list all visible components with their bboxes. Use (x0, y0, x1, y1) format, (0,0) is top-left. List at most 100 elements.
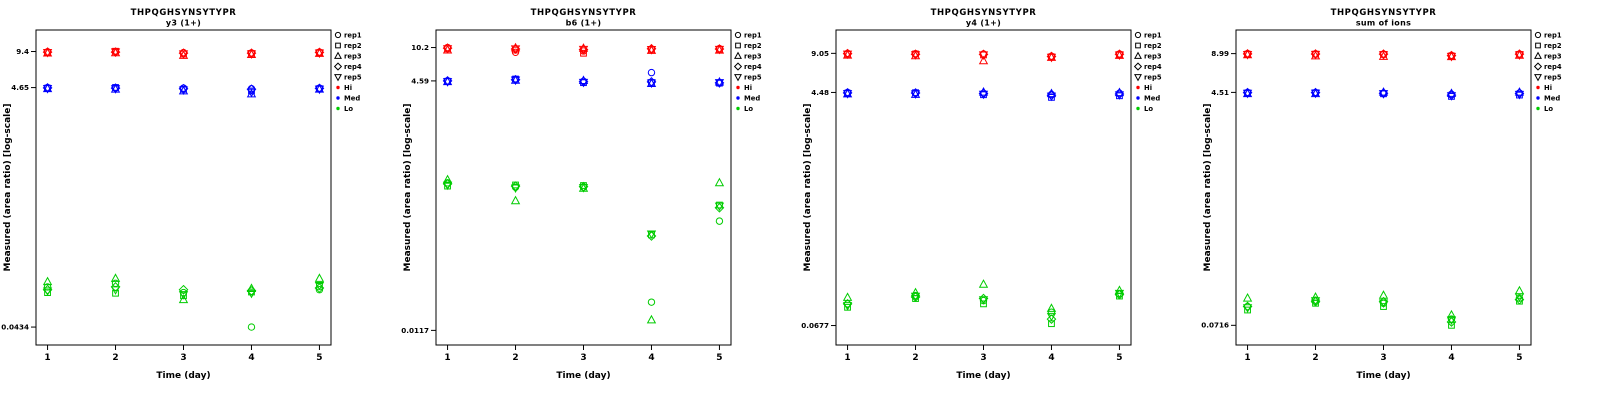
data-point (1135, 42, 1141, 49)
data-point (978, 55, 989, 65)
data-point (246, 88, 257, 98)
data-point (110, 282, 121, 292)
x-tick-label: 4 (1448, 353, 1454, 363)
data-point (646, 231, 657, 241)
legend: rep1 rep2 rep3 rep4 rep5 Hi Med Lo (1533, 31, 1562, 113)
data-point (714, 202, 725, 212)
data-point (1378, 299, 1389, 308)
legend-group-label: Lo (344, 105, 353, 113)
legend-rep-label: rep4 (1144, 63, 1162, 71)
data-point (314, 49, 325, 59)
x-tick-label: 4 (1048, 353, 1054, 363)
data-point (910, 292, 921, 302)
data-point (1514, 90, 1525, 100)
data-point (334, 74, 342, 82)
data-point (1446, 317, 1457, 327)
data-point (978, 279, 989, 288)
data-point (578, 184, 589, 193)
y-tick-label: 10.2 (411, 43, 429, 52)
y-axis: 8.99 4.51 0.0716 (1201, 49, 1236, 330)
x-tick-label: 3 (180, 353, 186, 363)
chart-subtitle: y3 (1+) (166, 19, 201, 28)
data-point (314, 85, 325, 95)
y-axis-title: Measured (area ratio) [log-scale] (403, 104, 413, 272)
legend-group-label: Med (744, 94, 760, 102)
data-point (1136, 85, 1140, 90)
data-point (647, 68, 656, 77)
legend-rep-label: rep2 (344, 42, 362, 50)
data-point (1534, 74, 1542, 82)
data-point (910, 287, 921, 297)
x-axis: 1 2 3 4 5 (444, 345, 723, 363)
chart-subtitle: sum of ions (1356, 19, 1411, 28)
x-tick-label: 3 (580, 353, 586, 363)
points (1242, 48, 1525, 329)
data-point (646, 230, 657, 240)
data-point (1533, 62, 1543, 71)
data-point (1310, 89, 1321, 99)
x-tick-label: 5 (716, 353, 722, 363)
data-point (1536, 85, 1540, 90)
x-tick-label: 1 (44, 353, 50, 363)
data-point (646, 46, 657, 55)
subplot-y3-1-: THPQGHSYNSYTYPR y3 (1+) 9.4 4.65 0.0434 1 2 3 4 5… (0, 0, 400, 400)
legend-rep-label: rep4 (344, 63, 362, 71)
data-point (335, 42, 341, 49)
y-axis-title: Measured (area ratio) [log-scale] (3, 104, 13, 272)
data-point (1514, 285, 1525, 295)
data-point (842, 90, 853, 99)
x-tick-label: 2 (112, 353, 118, 363)
data-point (1136, 106, 1140, 111)
data-point (1046, 314, 1057, 324)
points (442, 42, 725, 324)
data-point (714, 202, 725, 213)
data-point (1310, 50, 1321, 60)
data-point (333, 62, 343, 71)
data-point (1536, 96, 1540, 100)
data-point (42, 48, 53, 58)
legend-rep-label: rep4 (744, 63, 762, 71)
legend-group-label: Hi (1144, 84, 1152, 92)
data-point (1046, 303, 1057, 312)
data-point (1378, 90, 1389, 99)
data-point (910, 51, 921, 60)
data-point (578, 45, 589, 55)
data-point (510, 195, 521, 205)
data-point (246, 285, 257, 296)
data-point (842, 50, 853, 60)
data-point (1380, 303, 1387, 310)
x-axis: 1 2 3 4 5 (44, 345, 323, 363)
y-axis: 9.05 4.48 0.0677 (801, 49, 836, 330)
y-tick-label: 4.48 (811, 88, 829, 97)
x-axis-title: Time (day) (1356, 371, 1410, 381)
y-tick-label: 0.0117 (401, 326, 429, 335)
x-tick-label: 4 (648, 353, 654, 363)
data-point (1244, 306, 1251, 314)
data-point (110, 48, 121, 57)
legend-group-label: Med (344, 94, 360, 102)
chart-title: THPQGHSYNSYTYPR (131, 8, 237, 18)
data-point (334, 31, 342, 39)
data-point (1446, 52, 1457, 62)
legend-rep-label: rep5 (744, 73, 762, 81)
data-point (178, 284, 189, 295)
x-tick-label: 1 (444, 353, 450, 363)
y-tick-label: 9.05 (811, 49, 829, 58)
x-axis: 1 2 3 4 5 (1244, 345, 1523, 363)
x-axis-title: Time (day) (156, 371, 210, 381)
data-point (246, 289, 257, 299)
legend-rep-label: rep3 (1544, 52, 1562, 60)
chart-subtitle: b6 (1+) (566, 19, 602, 28)
data-point (733, 62, 743, 71)
data-point (178, 86, 189, 96)
data-point (1136, 96, 1140, 100)
data-point (178, 50, 189, 59)
y-tick-label: 8.99 (1211, 49, 1229, 58)
legend-rep-label: rep3 (744, 52, 762, 60)
data-point (714, 76, 725, 86)
x-axis-title: Time (day) (956, 371, 1010, 381)
data-point (714, 79, 725, 88)
data-point (1535, 42, 1541, 49)
legend: rep1 rep2 rep3 rep4 rep5 Hi Med Lo (1133, 31, 1162, 113)
